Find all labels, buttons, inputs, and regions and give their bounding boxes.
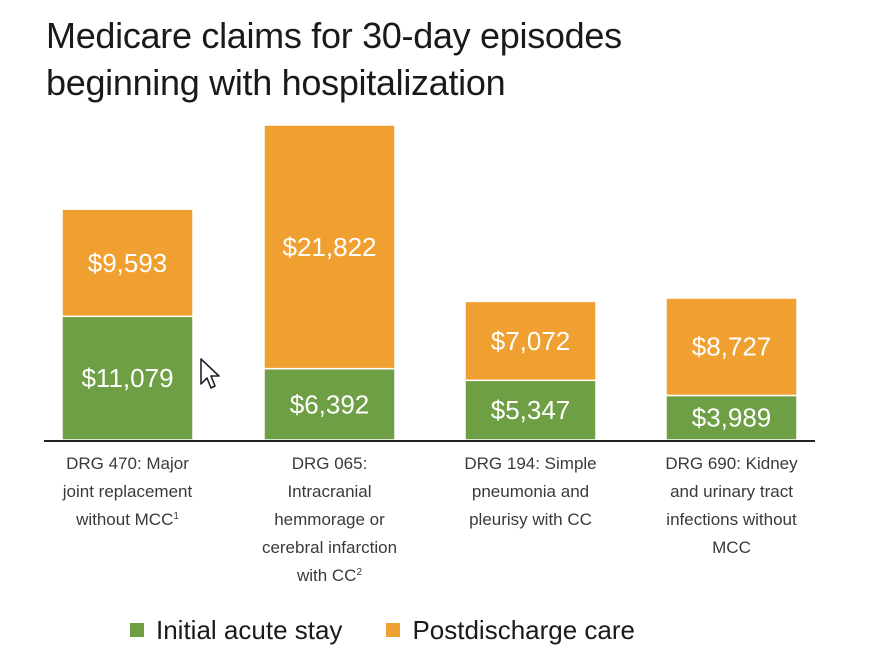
data-label-initial-acute-stay-3: $5,347 — [491, 395, 571, 425]
data-label-postdischarge-care-2: $21,822 — [283, 232, 377, 262]
legend-label-initial-acute-stay: Initial acute stay — [156, 614, 343, 645]
bar-initial-acute-stay-3 — [464, 379, 597, 441]
data-label-postdischarge-care-3: $7,072 — [491, 326, 571, 356]
category-label-3: DRG 194: Simple pneumonia and pleurisy wit… — [464, 454, 597, 529]
category-label-2: DRG 065: Intracranial hemmorage or cerebral… — [261, 454, 398, 585]
legend-label-postdischarge-care: Postdischarge care — [412, 614, 635, 645]
mouse-pointer-icon — [200, 358, 220, 389]
category-label-1: DRG 470: Major joint replacement without M… — [62, 454, 193, 529]
legend-swatch-postdischarge-care — [386, 623, 401, 637]
data-label-initial-acute-stay-4: $3,989 — [692, 403, 772, 433]
chart-legend: Initial acute stay Postdischarge care — [130, 612, 679, 648]
chart-title-line-1: Medicare claims for 30-day episodes — [46, 15, 622, 56]
legend-swatch-initial-acute-stay — [130, 623, 144, 637]
chart-title-line-2: beginning with hospitalization — [46, 62, 506, 103]
data-label-postdischarge-care-4: $8,727 — [692, 332, 772, 362]
bar-initial-acute-stay-2 — [263, 367, 396, 441]
category-label-4: DRG 690: Kidney and urinary tract infectio… — [665, 454, 798, 557]
data-label-postdischarge-care-1: $9,593 — [88, 248, 168, 278]
bar-postdischarge-care-2 — [263, 124, 396, 370]
legend-item-initial-acute-stay: Initial acute stay — [130, 615, 342, 646]
chart-title: Medicare claims for 30-day episodes begi… — [46, 12, 746, 106]
data-label-initial-acute-stay-1: $11,079 — [81, 363, 173, 393]
legend-item-postdischarge-care: Postdischarge care — [386, 615, 635, 646]
bar-postdischarge-care-1 — [61, 208, 194, 318]
data-label-initial-acute-stay-2: $6,392 — [290, 389, 370, 419]
bar-postdischarge-care-4 — [665, 297, 798, 397]
bar-postdischarge-care-3 — [464, 300, 597, 382]
bar-initial-acute-stay-4 — [665, 394, 798, 441]
